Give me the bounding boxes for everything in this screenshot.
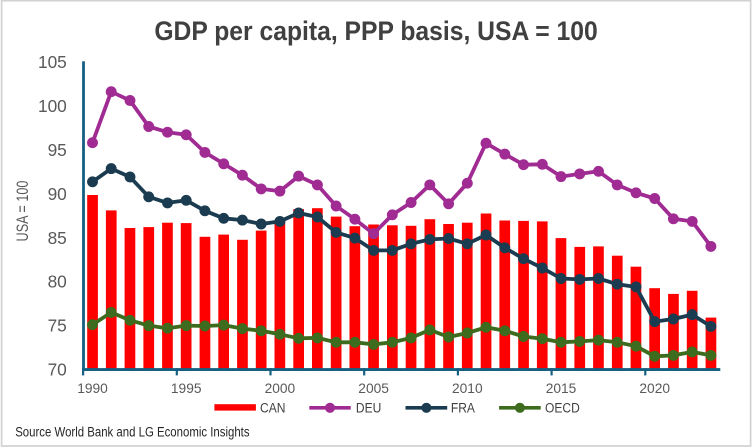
svg-text:100: 100 xyxy=(38,96,67,116)
svg-text:90: 90 xyxy=(48,184,67,204)
svg-text:70: 70 xyxy=(48,360,67,380)
svg-text:95: 95 xyxy=(48,140,67,160)
svg-text:Source World Bank and LG Econo: Source World Bank and LG Economic Insigh… xyxy=(15,423,249,439)
svg-text:105: 105 xyxy=(38,52,67,72)
svg-text:OECD: OECD xyxy=(545,400,580,416)
svg-text:FRA: FRA xyxy=(451,400,475,416)
svg-text:80: 80 xyxy=(48,272,67,292)
svg-text:75: 75 xyxy=(48,316,67,336)
svg-text:85: 85 xyxy=(48,228,67,248)
svg-text:2000: 2000 xyxy=(265,380,296,396)
svg-text:USA = 100: USA = 100 xyxy=(13,181,32,242)
svg-text:1990: 1990 xyxy=(77,380,108,396)
svg-text:CAN: CAN xyxy=(260,400,285,416)
svg-text:2010: 2010 xyxy=(452,380,483,396)
svg-text:GDP per capita, PPP basis, USA: GDP per capita, PPP basis, USA = 100 xyxy=(154,17,597,46)
svg-text:1995: 1995 xyxy=(171,380,202,396)
svg-text:DEU: DEU xyxy=(356,400,381,416)
svg-text:2015: 2015 xyxy=(546,380,577,396)
svg-text:2020: 2020 xyxy=(639,380,670,396)
svg-text:2005: 2005 xyxy=(358,380,389,396)
